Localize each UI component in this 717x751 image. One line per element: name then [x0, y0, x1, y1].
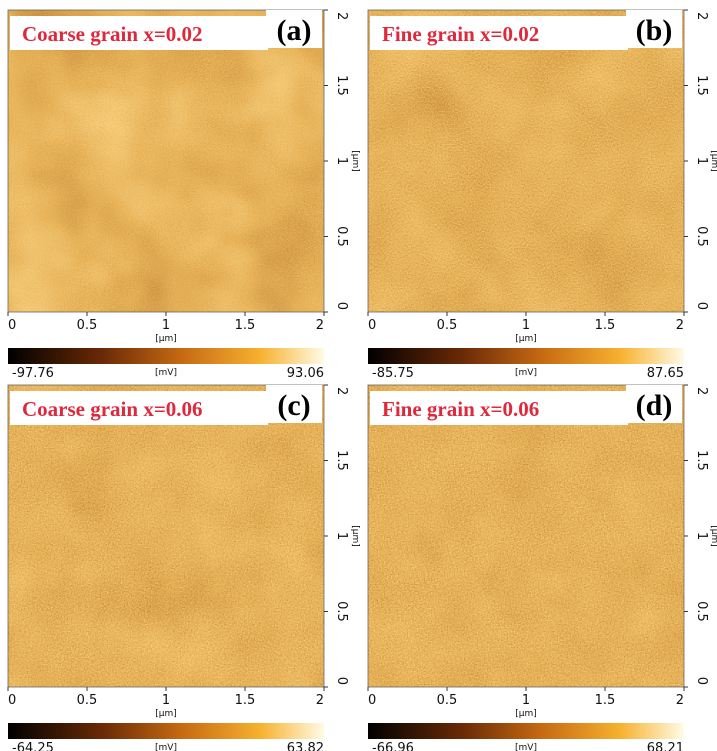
panel-letter: (b): [636, 14, 673, 47]
x-tick-label: 0.5: [77, 693, 98, 708]
title-box: [10, 16, 268, 50]
x-tick-label: 2: [316, 693, 324, 708]
y-tick-label: 0: [694, 677, 709, 685]
panel-letter: (d): [636, 389, 673, 422]
colorbar-min: -66.96: [372, 741, 414, 751]
x-unit: [μm]: [155, 709, 177, 719]
x-tick-label: 1.5: [595, 693, 616, 708]
y-tick-label: 2: [334, 12, 349, 20]
x-tick-label: 1: [162, 693, 170, 708]
colorbar-min: -97.76: [12, 366, 54, 381]
x-unit: [μm]: [515, 334, 537, 344]
afm-image: [8, 385, 324, 687]
colorbar-max: 87.65: [647, 366, 684, 381]
title-box: [370, 16, 628, 50]
y-tick-label: 0.5: [334, 226, 349, 247]
letter-box: [626, 10, 682, 48]
x-tick-label: 0.5: [77, 318, 98, 333]
x-tick-label: 0: [8, 318, 16, 333]
x-unit: [μm]: [155, 334, 177, 344]
colorbar-unit: [mV]: [155, 743, 177, 751]
y-unit: [μm]: [709, 525, 717, 547]
y-tick-label: 1: [334, 157, 349, 165]
y-unit: [μm]: [350, 150, 360, 172]
x-tick-label: 2: [676, 318, 684, 333]
afm-image: [368, 385, 684, 687]
y-tick-label: 0: [694, 302, 709, 310]
colorbar: [8, 723, 324, 739]
letter-box: [626, 385, 682, 423]
y-tick-label: 1: [334, 532, 349, 540]
panel-letter: (c): [277, 389, 310, 422]
colorbar-max: 68.21: [647, 741, 684, 751]
y-tick-label: 0.5: [334, 601, 349, 622]
panel-letter: (a): [277, 14, 312, 47]
title-box: [10, 391, 268, 425]
y-tick-label: 0: [334, 677, 349, 685]
panel-title: Coarse grain x=0.02: [22, 22, 203, 46]
y-tick-label: 1.5: [694, 75, 709, 96]
y-tick-label: 1.5: [694, 450, 709, 471]
x-tick-label: 0: [368, 318, 376, 333]
panel-title: Fine grain x=0.06: [382, 397, 539, 421]
y-tick-label: 2: [694, 12, 709, 20]
letter-box: [266, 10, 322, 48]
colorbar-max: 63.82: [287, 741, 324, 751]
x-tick-label: 1.5: [595, 318, 616, 333]
x-tick-label: 1: [522, 318, 530, 333]
y-tick-label: 2: [694, 387, 709, 395]
x-unit: [μm]: [515, 709, 537, 719]
x-tick-label: 0.5: [437, 693, 458, 708]
colorbar-unit: [mV]: [515, 743, 537, 751]
title-box: [370, 391, 628, 425]
y-unit: [μm]: [350, 525, 360, 547]
y-tick-label: 1: [694, 532, 709, 540]
colorbar-min: -64.25: [12, 741, 54, 751]
x-tick-label: 0.5: [437, 318, 458, 333]
panel-title: Fine grain x=0.02: [382, 22, 539, 46]
colorbar-unit: [mV]: [155, 368, 177, 378]
colorbar-min: -85.75: [372, 366, 414, 381]
afm-image: [368, 10, 684, 312]
x-tick-label: 0: [368, 693, 376, 708]
colorbar-unit: [mV]: [515, 368, 537, 378]
colorbar: [368, 348, 684, 364]
y-tick-label: 2: [334, 387, 349, 395]
y-unit: [μm]: [709, 150, 717, 172]
letter-box: [266, 385, 322, 423]
y-tick-label: 1.5: [334, 75, 349, 96]
x-tick-label: 2: [316, 318, 324, 333]
y-tick-label: 0.5: [694, 226, 709, 247]
x-tick-label: 2: [676, 693, 684, 708]
afm-image: [8, 10, 324, 312]
x-tick-label: 1: [522, 693, 530, 708]
colorbar: [8, 348, 324, 364]
panel-title: Coarse grain x=0.06: [22, 397, 203, 421]
colorbar: [368, 723, 684, 739]
y-tick-label: 0.5: [694, 601, 709, 622]
y-tick-label: 0: [334, 302, 349, 310]
colorbar-max: 93.06: [287, 366, 324, 381]
x-tick-label: 1.5: [235, 693, 256, 708]
y-tick-label: 1: [694, 157, 709, 165]
x-tick-label: 0: [8, 693, 16, 708]
y-tick-label: 1.5: [334, 450, 349, 471]
x-tick-label: 1.5: [235, 318, 256, 333]
x-tick-label: 1: [162, 318, 170, 333]
